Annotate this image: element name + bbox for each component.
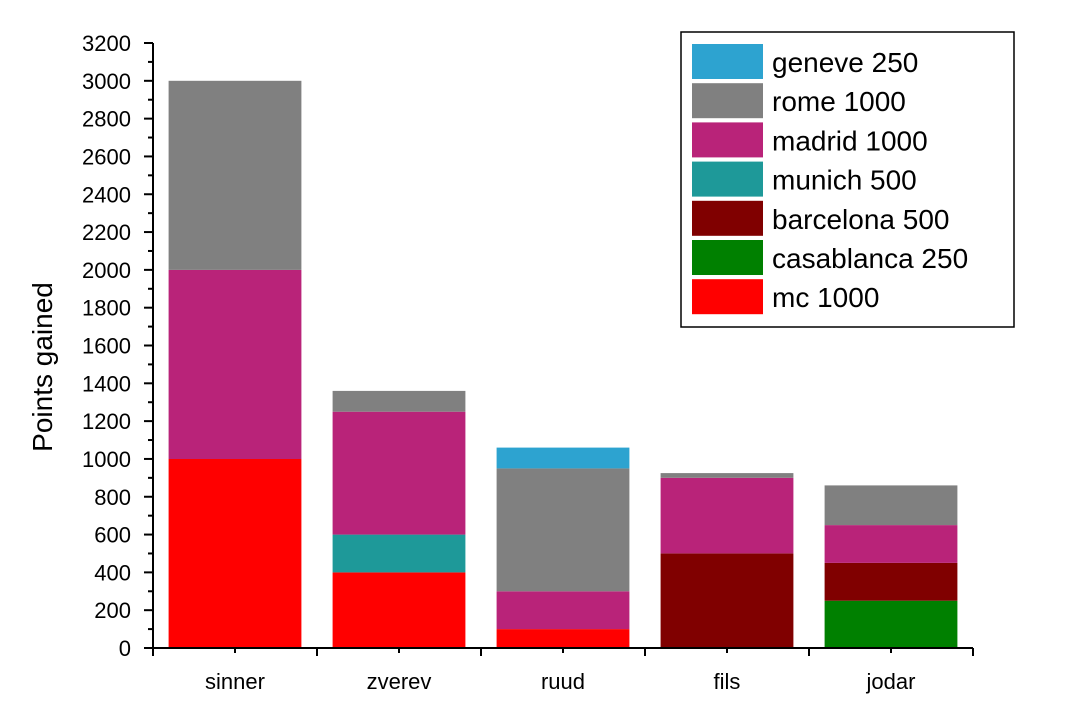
y-tick-label: 1200 [82, 409, 131, 434]
y-tick-label: 2200 [82, 220, 131, 245]
legend-label-barcelona-500: barcelona 500 [772, 204, 949, 235]
x-tick-label-ruud: ruud [541, 669, 585, 694]
bar-zverev-madrid-1000 [332, 411, 466, 535]
x-tick-label-fils: fils [714, 669, 741, 694]
bar-sinner-madrid-1000 [168, 269, 302, 459]
x-tick-label-zverev: zverev [367, 669, 432, 694]
bar-ruud-madrid-1000 [496, 591, 630, 630]
bar-sinner-rome-1000 [168, 80, 302, 270]
bar-ruud-rome-1000 [496, 468, 630, 592]
y-tick-label: 1600 [82, 334, 131, 359]
bar-ruud-mc-1000 [496, 629, 630, 648]
bar-ruud-geneve-250 [496, 447, 630, 469]
x-tick-label-jodar: jodar [866, 669, 916, 694]
y-tick-label: 2600 [82, 144, 131, 169]
bar-zverev-rome-1000 [332, 390, 466, 412]
bar-zverev-munich-500 [332, 534, 466, 573]
legend-swatch-munich-500 [692, 161, 763, 197]
legend-swatch-rome-1000 [692, 83, 763, 119]
y-tick-label: 3200 [82, 31, 131, 56]
y-tick-label: 2400 [82, 182, 131, 207]
y-tick-label: 3000 [82, 69, 131, 94]
legend-label-geneve-250: geneve 250 [772, 47, 918, 78]
bar-sinner-mc-1000 [168, 458, 302, 648]
bar-zverev-mc-1000 [332, 572, 466, 648]
y-tick-label: 2000 [82, 258, 131, 283]
x-tick-label-sinner: sinner [205, 669, 265, 694]
y-tick-label: 1400 [82, 371, 131, 396]
y-axis-title: Points gained [27, 282, 58, 452]
y-tick-label: 2800 [82, 107, 131, 132]
legend: geneve 250 rome 1000 madrid 1000 munich 500… [680, 31, 1015, 328]
legend-label-mc-1000: mc 1000 [772, 282, 879, 313]
bar-jodar-barcelona-500 [824, 562, 958, 601]
y-tick-label: 1800 [82, 296, 131, 321]
y-tick-label: 200 [94, 598, 131, 623]
y-tick-label: 0 [119, 636, 131, 661]
y-tick-label: 600 [94, 523, 131, 548]
legend-swatch-casablanca-250 [692, 240, 763, 275]
legend-swatch-mc-1000 [692, 279, 763, 315]
bar-jodar-rome-1000 [824, 485, 958, 526]
bar-fils-rome-1000 [660, 473, 794, 478]
legend-swatch-madrid-1000 [692, 122, 763, 158]
legend-swatch-barcelona-500 [692, 200, 763, 236]
bar-jodar-casablanca-250 [824, 600, 958, 648]
legend-label-munich-500: munich 500 [772, 165, 917, 196]
bars-group [168, 80, 958, 648]
y-tick-label: 400 [94, 560, 131, 585]
bar-jodar-madrid-1000 [824, 525, 958, 563]
legend-label-madrid-1000: madrid 1000 [772, 125, 928, 156]
bar-fils-madrid-1000 [660, 477, 794, 554]
legend-label-rome-1000: rome 1000 [772, 86, 906, 117]
axes-group: 0 200 400 600 800 1000 1200 1400 1600 1800 2000 220… [82, 31, 974, 694]
y-tick-label: 1000 [82, 447, 131, 472]
bar-fils-barcelona-500 [660, 553, 794, 648]
y-tick-label: 800 [94, 485, 131, 510]
legend-swatch-geneve-250 [692, 44, 763, 79]
legend-label-casablanca-250: casablanca 250 [772, 243, 968, 274]
